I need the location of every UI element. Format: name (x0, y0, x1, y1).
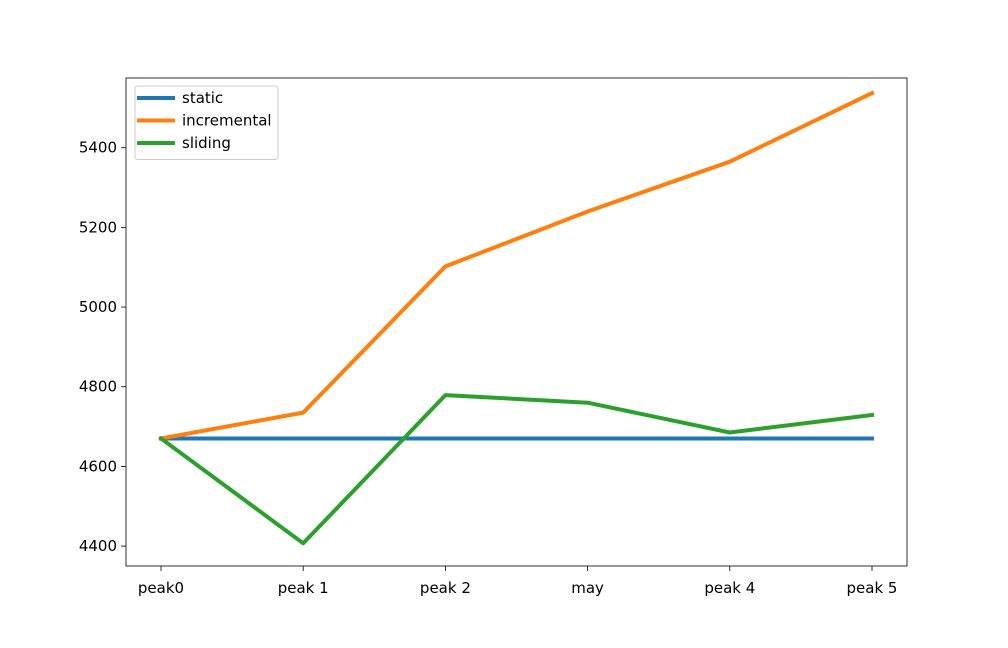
legend-label-static: static (182, 89, 223, 107)
x-tick-label-peak-2: peak 2 (420, 579, 471, 597)
legend-label-incremental: incremental (182, 112, 272, 130)
y-tick-label-4400: 4400 (79, 537, 117, 555)
x-tick-label-peak-4: peak 4 (704, 579, 755, 597)
legend: static incremental sliding (134, 85, 279, 160)
y-tick-label-4800: 4800 (79, 378, 117, 396)
plot-frame (125, 77, 908, 567)
y-tick-label-5400: 5400 (79, 139, 117, 157)
series-line-incremental (158, 90, 875, 441)
y-tick-label-5200: 5200 (79, 218, 117, 236)
series-layer (158, 90, 875, 546)
x-tick-label-may: may (571, 579, 604, 597)
y-axis: 4400 4600 4800 5000 5200 5400 (79, 139, 126, 555)
series-line-sliding (158, 393, 875, 546)
x-axis: peak0 peak 1 peak 2 may peak 4 peak 5 (138, 566, 898, 597)
x-tick-label-peak-1: peak 1 (278, 579, 329, 597)
y-tick-label-4600: 4600 (79, 457, 117, 475)
x-tick-label-peak-5: peak 5 (847, 579, 898, 597)
x-tick-label-peak0: peak0 (138, 579, 184, 597)
y-tick-label-5000: 5000 (79, 298, 117, 316)
legend-label-sliding: sliding (182, 134, 231, 152)
